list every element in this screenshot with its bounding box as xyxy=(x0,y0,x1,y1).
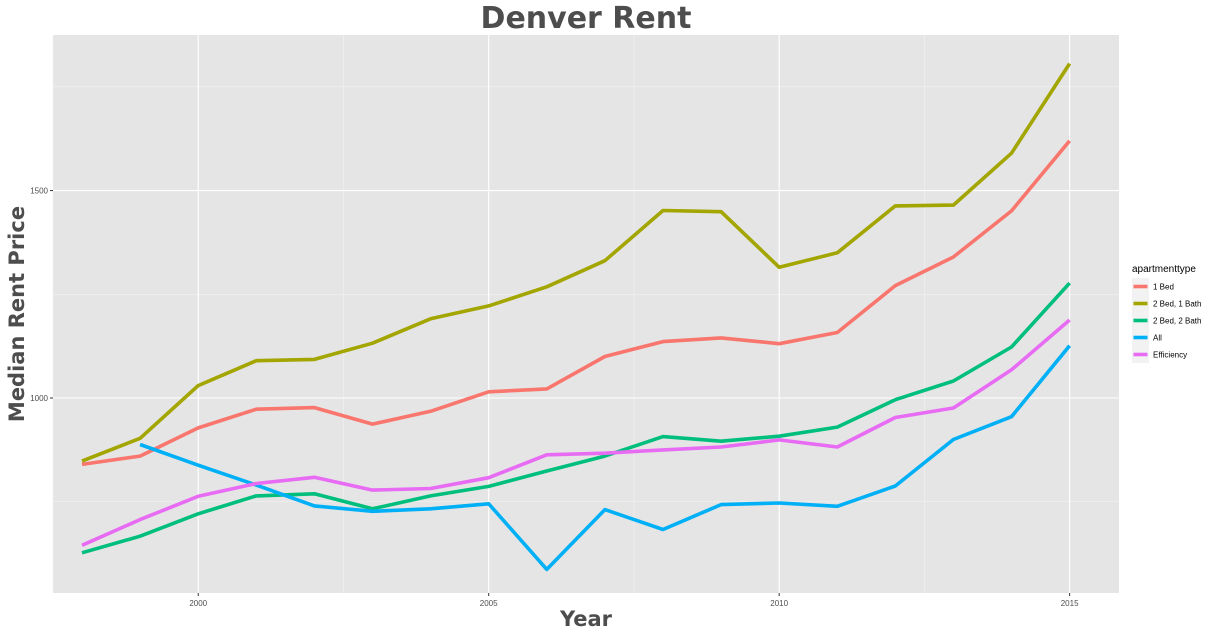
series-line-efficiency xyxy=(81,318,1071,547)
series-line-all xyxy=(139,344,1071,572)
y-axis: 1000 1500 xyxy=(30,187,53,403)
legend-label-efficiency: Efficiency xyxy=(1153,351,1187,360)
legend-label-2-bed-2-bath: 2 Bed, 2 Bath xyxy=(1153,317,1201,326)
x-axis: 2000 2005 2010 2015 xyxy=(189,593,1079,608)
legend-label-1-bed: 1 Bed xyxy=(1153,283,1174,292)
x-tick-label: 2005 xyxy=(480,599,498,608)
series-line-2-bed-1-bath xyxy=(81,62,1072,463)
x-tick-label: 2010 xyxy=(770,599,788,608)
y-axis-title: Median Rent Price xyxy=(5,206,29,422)
legend-label-2-bed-1-bath: 2 Bed, 1 Bath xyxy=(1153,300,1201,309)
plot-panel xyxy=(53,35,1119,593)
legend: apartmenttype 1 Bed 2 Bed, 1 Bath 2 Bed, 2… xyxy=(1132,264,1201,363)
major-gridlines xyxy=(53,35,1119,593)
y-tick-label: 1500 xyxy=(30,187,48,196)
x-axis-title: Year xyxy=(559,607,613,631)
legend-label-all: All xyxy=(1153,334,1162,343)
series-line-2-bed-2-bath xyxy=(81,281,1071,555)
series-line-1-bed xyxy=(81,139,1071,467)
series-lines xyxy=(81,62,1072,572)
chart-title: Denver Rent xyxy=(481,1,692,36)
x-tick-label: 2015 xyxy=(1061,599,1079,608)
y-tick-label: 1000 xyxy=(30,394,48,403)
minor-gridlines xyxy=(52,35,1119,593)
legend-title: apartmenttype xyxy=(1132,264,1196,275)
x-tick-label: 2000 xyxy=(189,599,207,608)
